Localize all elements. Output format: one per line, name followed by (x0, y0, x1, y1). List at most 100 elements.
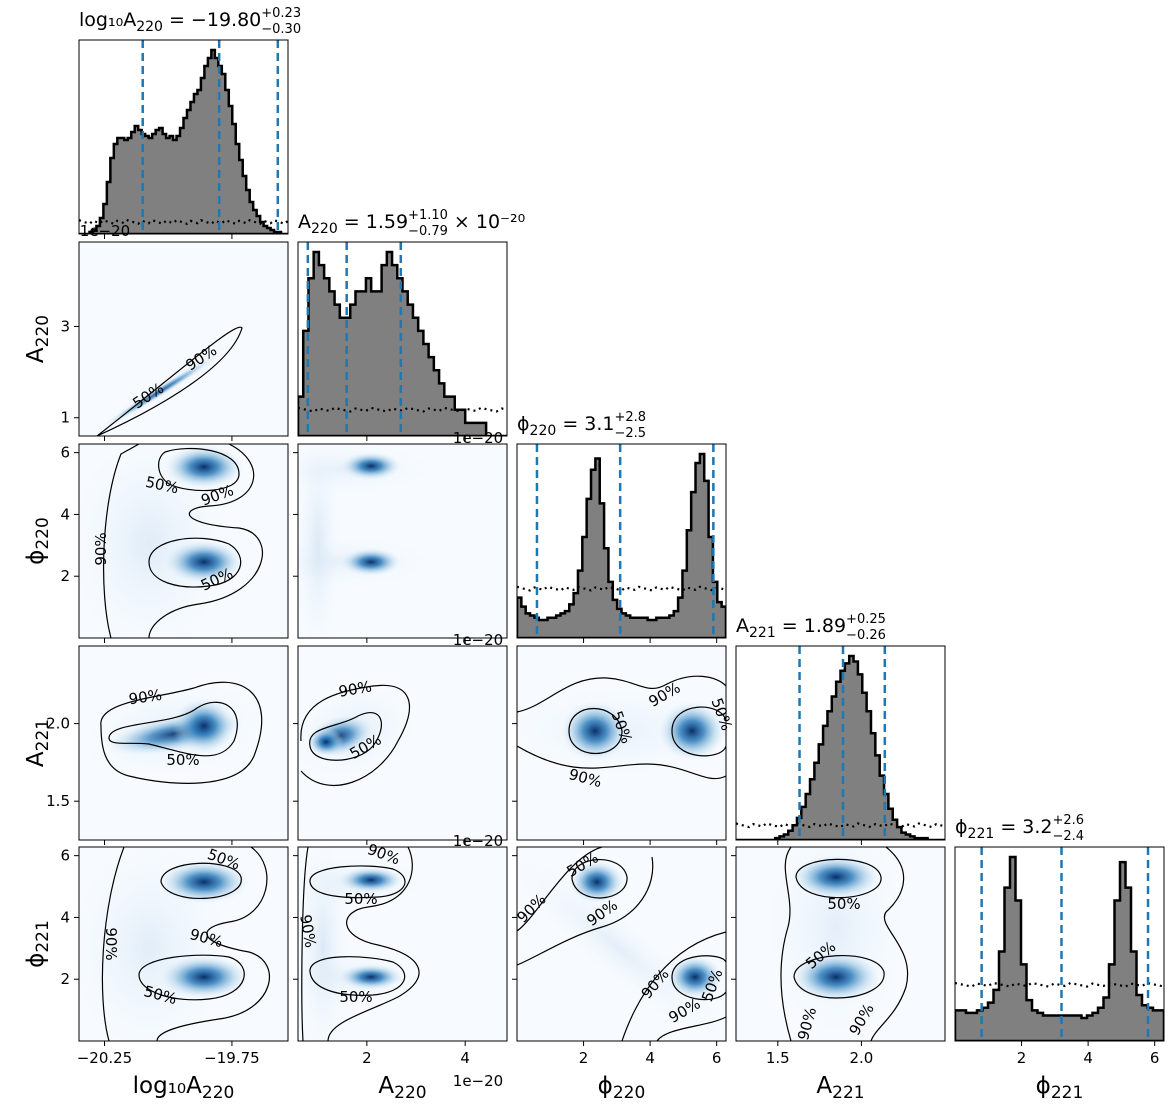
contour-line (517, 675, 726, 780)
density-blob (766, 847, 906, 1037)
density-blob (164, 540, 244, 584)
panel-title: ϕ221 = 3.2+2.6 (955, 813, 1084, 842)
y-tick-label: 2 (60, 567, 70, 585)
contour-label: 90% (337, 677, 373, 701)
x-axis-label: ϕ221 (1036, 1073, 1084, 1103)
density-background (79, 242, 288, 436)
density-panel (79, 847, 288, 1041)
x-tick-label: 4 (460, 1049, 470, 1067)
x-tick-label: −20.25 (77, 1049, 133, 1067)
density-frame (735, 846, 946, 1042)
symbol: A (23, 347, 49, 363)
symbol: ϕ (598, 1073, 613, 1099)
prior-curve (736, 822, 945, 829)
density-panel (79, 242, 288, 436)
density-frame (297, 645, 508, 841)
density-blob (341, 548, 401, 576)
y-axis-label: A221 (23, 719, 53, 767)
contour-line (571, 859, 628, 899)
y-axis-label: ϕ220 (23, 517, 53, 565)
title-symbol: ϕ (517, 413, 530, 435)
density-blob (791, 855, 881, 899)
density-panel (298, 646, 507, 840)
density-blob (164, 445, 244, 489)
x-tick-label: 1.5 (766, 1049, 790, 1067)
density-blob (791, 952, 881, 1002)
symbol: A (23, 751, 49, 767)
title-minus: −2.5 (615, 426, 647, 441)
subscript: 220 (613, 1083, 645, 1103)
y-tick-label: 1 (60, 409, 70, 427)
y-offset-label: 1e−20 (80, 222, 130, 240)
x-tick-label: 2.0 (849, 1049, 873, 1067)
panel-title: A221 = 1.89+0.25 (736, 612, 886, 641)
y-tick-label: 2.0 (46, 715, 70, 733)
contour-line (103, 444, 263, 638)
density-blob (172, 698, 236, 754)
contour-line (96, 326, 243, 436)
title-plus: +0.23 (261, 6, 301, 21)
contour-line (309, 712, 382, 761)
contour-line (780, 847, 909, 1041)
density-panel (298, 444, 507, 638)
title-symbol: A (736, 615, 749, 637)
title-plus: +1.10 (408, 208, 448, 223)
contour-line (309, 865, 406, 899)
x-tick-label: 2 (1017, 1049, 1027, 1067)
subscript: 221 (33, 920, 53, 952)
panel-title: A220 = 1.59+1.10 (298, 208, 448, 237)
density-frame (297, 846, 508, 1042)
x-tick-label: −19.75 (204, 1049, 260, 1067)
posterior-histogram (517, 452, 726, 638)
title-minus: −0.79 (408, 224, 448, 239)
density-blob (159, 955, 249, 999)
x-tick-label: 6 (1150, 1049, 1160, 1067)
posterior-histogram (298, 250, 507, 436)
contour-line (160, 862, 242, 899)
x-axis-label: ϕ220 (598, 1073, 646, 1103)
subscript: 220 (33, 517, 53, 549)
x-tick-label: 6 (712, 1049, 722, 1067)
density-panel (517, 847, 726, 1041)
density-panel (298, 847, 507, 1041)
density-blob (79, 444, 229, 638)
title-value: = 1.89 (776, 615, 846, 637)
contour-label: 50% (339, 988, 372, 1006)
y-tick-label: 6 (60, 847, 70, 865)
x-tick-label: 4 (1083, 1049, 1093, 1067)
posterior-histogram (955, 855, 1164, 1041)
symbol: ϕ (23, 953, 49, 968)
y-axis-label: ϕ221 (23, 920, 53, 968)
contour-label: 90% (102, 927, 120, 960)
density-panel (736, 847, 945, 1041)
density-blob (667, 955, 723, 999)
contour-line (795, 858, 882, 899)
density-frame (78, 443, 289, 639)
title-value: = 3.1 (556, 413, 614, 435)
density-frame (78, 645, 289, 841)
title-suffix: × 10⁻²⁰ (454, 211, 525, 233)
title-symbol: log₁₀A (79, 9, 136, 31)
symbol: log₁₀A (133, 1073, 203, 1099)
density-blob (308, 728, 344, 756)
marginal-frame (297, 241, 508, 437)
contour-line (301, 847, 420, 1041)
density-frame (516, 645, 727, 841)
subscript: 220 (394, 1083, 426, 1103)
contour-line (671, 955, 726, 1001)
symbol: A (816, 1073, 832, 1099)
y-tick-label: 1.5 (46, 792, 70, 810)
density-blob (339, 867, 403, 893)
contour-line (568, 708, 623, 754)
panel-title: ϕ220 = 3.1+2.8 (517, 410, 646, 439)
title-subscript: 220 (530, 423, 557, 439)
marginal-frame (954, 846, 1165, 1042)
title-minus: −2.4 (1053, 829, 1085, 844)
prior-curve (517, 585, 726, 592)
contour-line (621, 931, 726, 1041)
x-axis-label: log₁₀A220 (133, 1073, 235, 1103)
symbol: ϕ (1036, 1073, 1051, 1099)
density-blob (159, 860, 249, 904)
contour-label: 50% (827, 895, 860, 913)
